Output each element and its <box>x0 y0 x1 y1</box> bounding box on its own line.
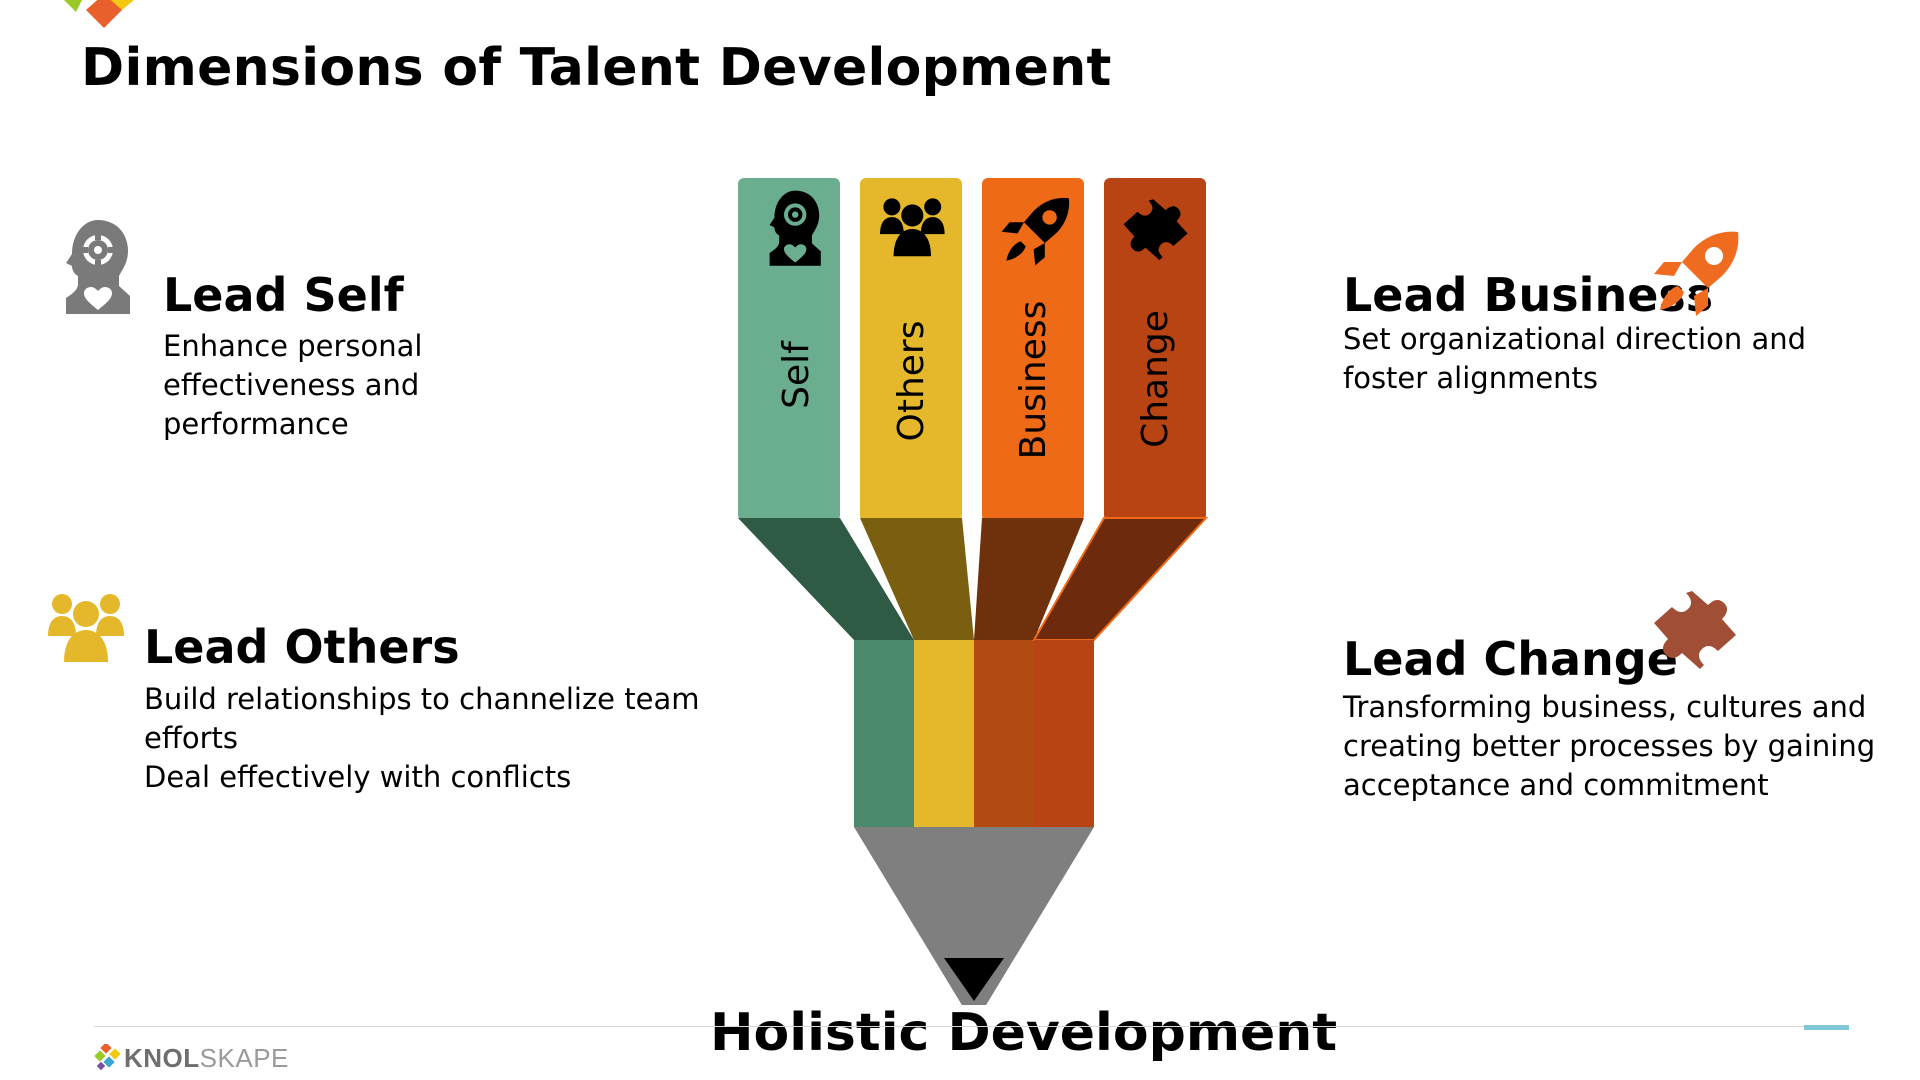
head-gear-heart-icon <box>769 190 821 266</box>
pencil-label-change: Change <box>1135 310 1176 448</box>
lead-others-description: Build relationships to channelize team e… <box>144 680 699 797</box>
group-people-icon <box>880 198 945 257</box>
puzzle-piece-icon <box>1654 591 1736 669</box>
logo-text-bold: KNOL <box>124 1043 200 1073</box>
pencil-label-others: Others <box>891 321 932 442</box>
lead-others-title: Lead Others <box>144 620 460 674</box>
lead-change-desc-line-2: creating better processes by gaining <box>1343 729 1876 763</box>
logo-text-light: SKAPE <box>199 1043 289 1073</box>
pencil-diagram: Self Others Business Change <box>738 178 1209 1005</box>
footer-accent-bar <box>1804 1025 1849 1030</box>
head-gear-heart-icon <box>66 220 130 314</box>
corner-logo-mark <box>64 0 134 28</box>
lead-self-desc-line-3: performance <box>163 407 349 441</box>
lead-change-desc-line-1: Transforming business, cultures and <box>1343 690 1867 724</box>
page-title: Dimensions of Talent Development <box>81 38 1112 98</box>
lead-business-desc-line-2: foster alignments <box>1343 361 1599 395</box>
lead-self-title: Lead Self <box>163 268 404 322</box>
pencil-column-self <box>738 178 914 827</box>
lead-others-desc-line-1: Build relationships to channelize team <box>144 682 700 716</box>
corner-orange-diamond <box>86 0 122 28</box>
pencil-column-change <box>1032 178 1209 827</box>
footer-divider <box>94 1026 1848 1027</box>
knolskape-logo-text: KNOLSKAPE <box>124 1043 289 1074</box>
lead-change-desc-line-3: acceptance and commitment <box>1343 768 1769 802</box>
holistic-development-title: Holistic Development <box>710 1003 1338 1063</box>
puzzle-piece-icon <box>1123 199 1188 261</box>
lead-self-desc-line-2: effectiveness and <box>163 368 420 402</box>
lead-others-desc-line-3: Deal effectively with conflicts <box>144 760 572 794</box>
knolskape-logo-icon <box>94 1044 121 1071</box>
pencil-tip <box>854 827 1094 1005</box>
lead-self-description: Enhance personal effectiveness and perfo… <box>163 327 422 444</box>
pencil-label-business: Business <box>1013 301 1054 460</box>
lead-others-desc-line-2: efforts <box>144 721 238 755</box>
rocket-icon <box>1001 197 1070 266</box>
pencil-label-self: Self <box>776 340 817 409</box>
lead-self-desc-line-1: Enhance personal <box>163 329 423 363</box>
lead-business-desc-line-1: Set organizational direction and <box>1343 322 1807 356</box>
group-people-icon <box>48 594 124 662</box>
corner-green-shape <box>64 0 82 12</box>
lead-business-description: Set organizational direction and foster … <box>1343 320 1806 398</box>
pencil-lead <box>944 958 1004 1001</box>
pencil-column-others <box>860 178 974 827</box>
lead-business-title: Lead Business <box>1343 268 1714 322</box>
lead-change-description: Transforming business, cultures and crea… <box>1343 688 1875 805</box>
lead-change-title: Lead Change <box>1343 632 1678 686</box>
rocket-icon <box>1654 231 1739 316</box>
pencil-column-business <box>974 178 1084 827</box>
